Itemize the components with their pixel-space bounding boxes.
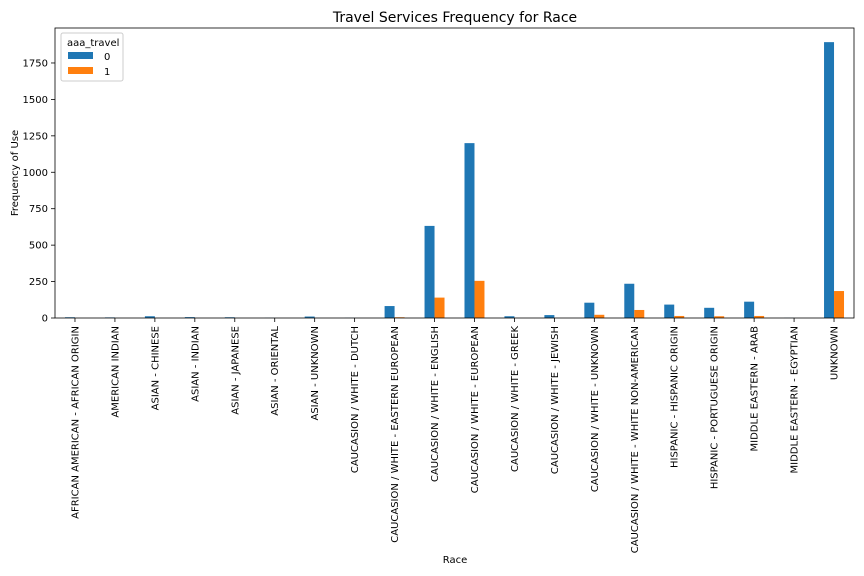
- y-tick-label: 750: [29, 204, 48, 215]
- bar-0-16: [704, 307, 715, 318]
- axes: 0 250 500 750 1000 1250 1500 1750 AFRICAN AMERIC…: [23, 27, 855, 553]
- x-axis-label: Race: [443, 555, 468, 566]
- x-tick-label: ASIAN - JAPANESE: [230, 326, 241, 415]
- bar-0-10: [464, 143, 475, 318]
- x-tick-label: UNKNOWN: [830, 326, 841, 380]
- y-tick-label: 250: [29, 277, 48, 288]
- y-axis-label: Frequency of Use: [10, 130, 21, 216]
- bar-0-2: [144, 316, 155, 318]
- bar-1-16: [714, 316, 725, 318]
- x-tick-label: CAUCASION / WHITE - ENGLISH: [430, 326, 441, 482]
- legend: aaa_travel 0 1: [60, 32, 124, 82]
- chart-title: Travel Services Frequency for Race: [332, 10, 577, 26]
- bar-1-15: [674, 315, 685, 318]
- bar-1-9: [434, 297, 445, 318]
- x-tick-label: ASIAN - ORIENTAL: [270, 326, 281, 416]
- y-tick-label: 1250: [23, 131, 48, 142]
- x-tick-label: ASIAN - UNKNOWN: [310, 326, 321, 421]
- axes-frame: [54, 27, 855, 319]
- legend-label-series-0: 0: [104, 52, 110, 63]
- x-tick-label: AFRICAN AMERICAN - AFRICAN ORIGIN: [70, 326, 81, 519]
- x-tick-label: CAUCASION / WHITE - GREEK: [510, 326, 521, 472]
- bar-0-15: [664, 304, 675, 318]
- legend-swatch-series-1: [68, 67, 93, 74]
- bars: [64, 42, 845, 318]
- y-tick-label: 500: [29, 241, 48, 252]
- bar-0-12: [544, 315, 555, 318]
- y-tick-label: 1750: [23, 58, 48, 69]
- x-tick-label: ASIAN - INDIAN: [190, 326, 201, 402]
- y-tick-label: 1000: [23, 168, 48, 179]
- bar-1-17: [754, 315, 765, 318]
- x-tick-label: ASIAN - CHINESE: [150, 326, 161, 410]
- x-tick-label: MIDDLE EASTERN - ARAB: [750, 326, 761, 452]
- x-tick-label: AMERICAN INDIAN: [110, 326, 121, 418]
- bar-0-9: [424, 225, 435, 318]
- x-tick-label: CAUCASION / WHITE - UNKNOWN: [590, 326, 601, 492]
- x-tick-label: MIDDLE EASTERN - EGYPTIAN: [790, 326, 801, 473]
- x-tick-label: CAUCASION / WHITE - EASTERN EUROPEAN: [390, 326, 401, 543]
- bar-1-13: [594, 314, 605, 318]
- bar-1-19: [834, 291, 845, 318]
- bar-0-3: [184, 317, 195, 318]
- bar-0-6: [304, 316, 315, 318]
- x-tick-label: CAUCASION / WHITE - EUROPEAN: [470, 326, 481, 493]
- bar-0-11: [504, 316, 515, 318]
- bar-0-13: [584, 302, 595, 318]
- y-tick-label: 0: [42, 314, 48, 325]
- x-tick-label: HISPANIC - PORTUGUESE ORIGIN: [710, 326, 721, 489]
- legend-swatch-series-0: [68, 52, 93, 59]
- legend-label-series-1: 1: [104, 67, 110, 78]
- bar-0-17: [744, 301, 755, 318]
- y-tick-label: 1500: [23, 95, 48, 106]
- bar-1-10: [474, 280, 485, 318]
- x-tick-label: CAUCASION / WHITE - WHITE NON-AMERICAN: [630, 326, 641, 553]
- bar-1-14: [634, 309, 645, 318]
- x-tick-label: CAUCASION / WHITE - DUTCH: [350, 326, 361, 473]
- x-tick-label: CAUCASION / WHITE - JEWISH: [550, 326, 561, 474]
- legend-title: aaa_travel: [67, 38, 119, 49]
- bar-0-19: [824, 42, 835, 318]
- bar-0-14: [624, 283, 635, 318]
- bar-0-8: [384, 306, 395, 318]
- x-tick-label: HISPANIC - HISPANIC ORIGIN: [670, 326, 681, 468]
